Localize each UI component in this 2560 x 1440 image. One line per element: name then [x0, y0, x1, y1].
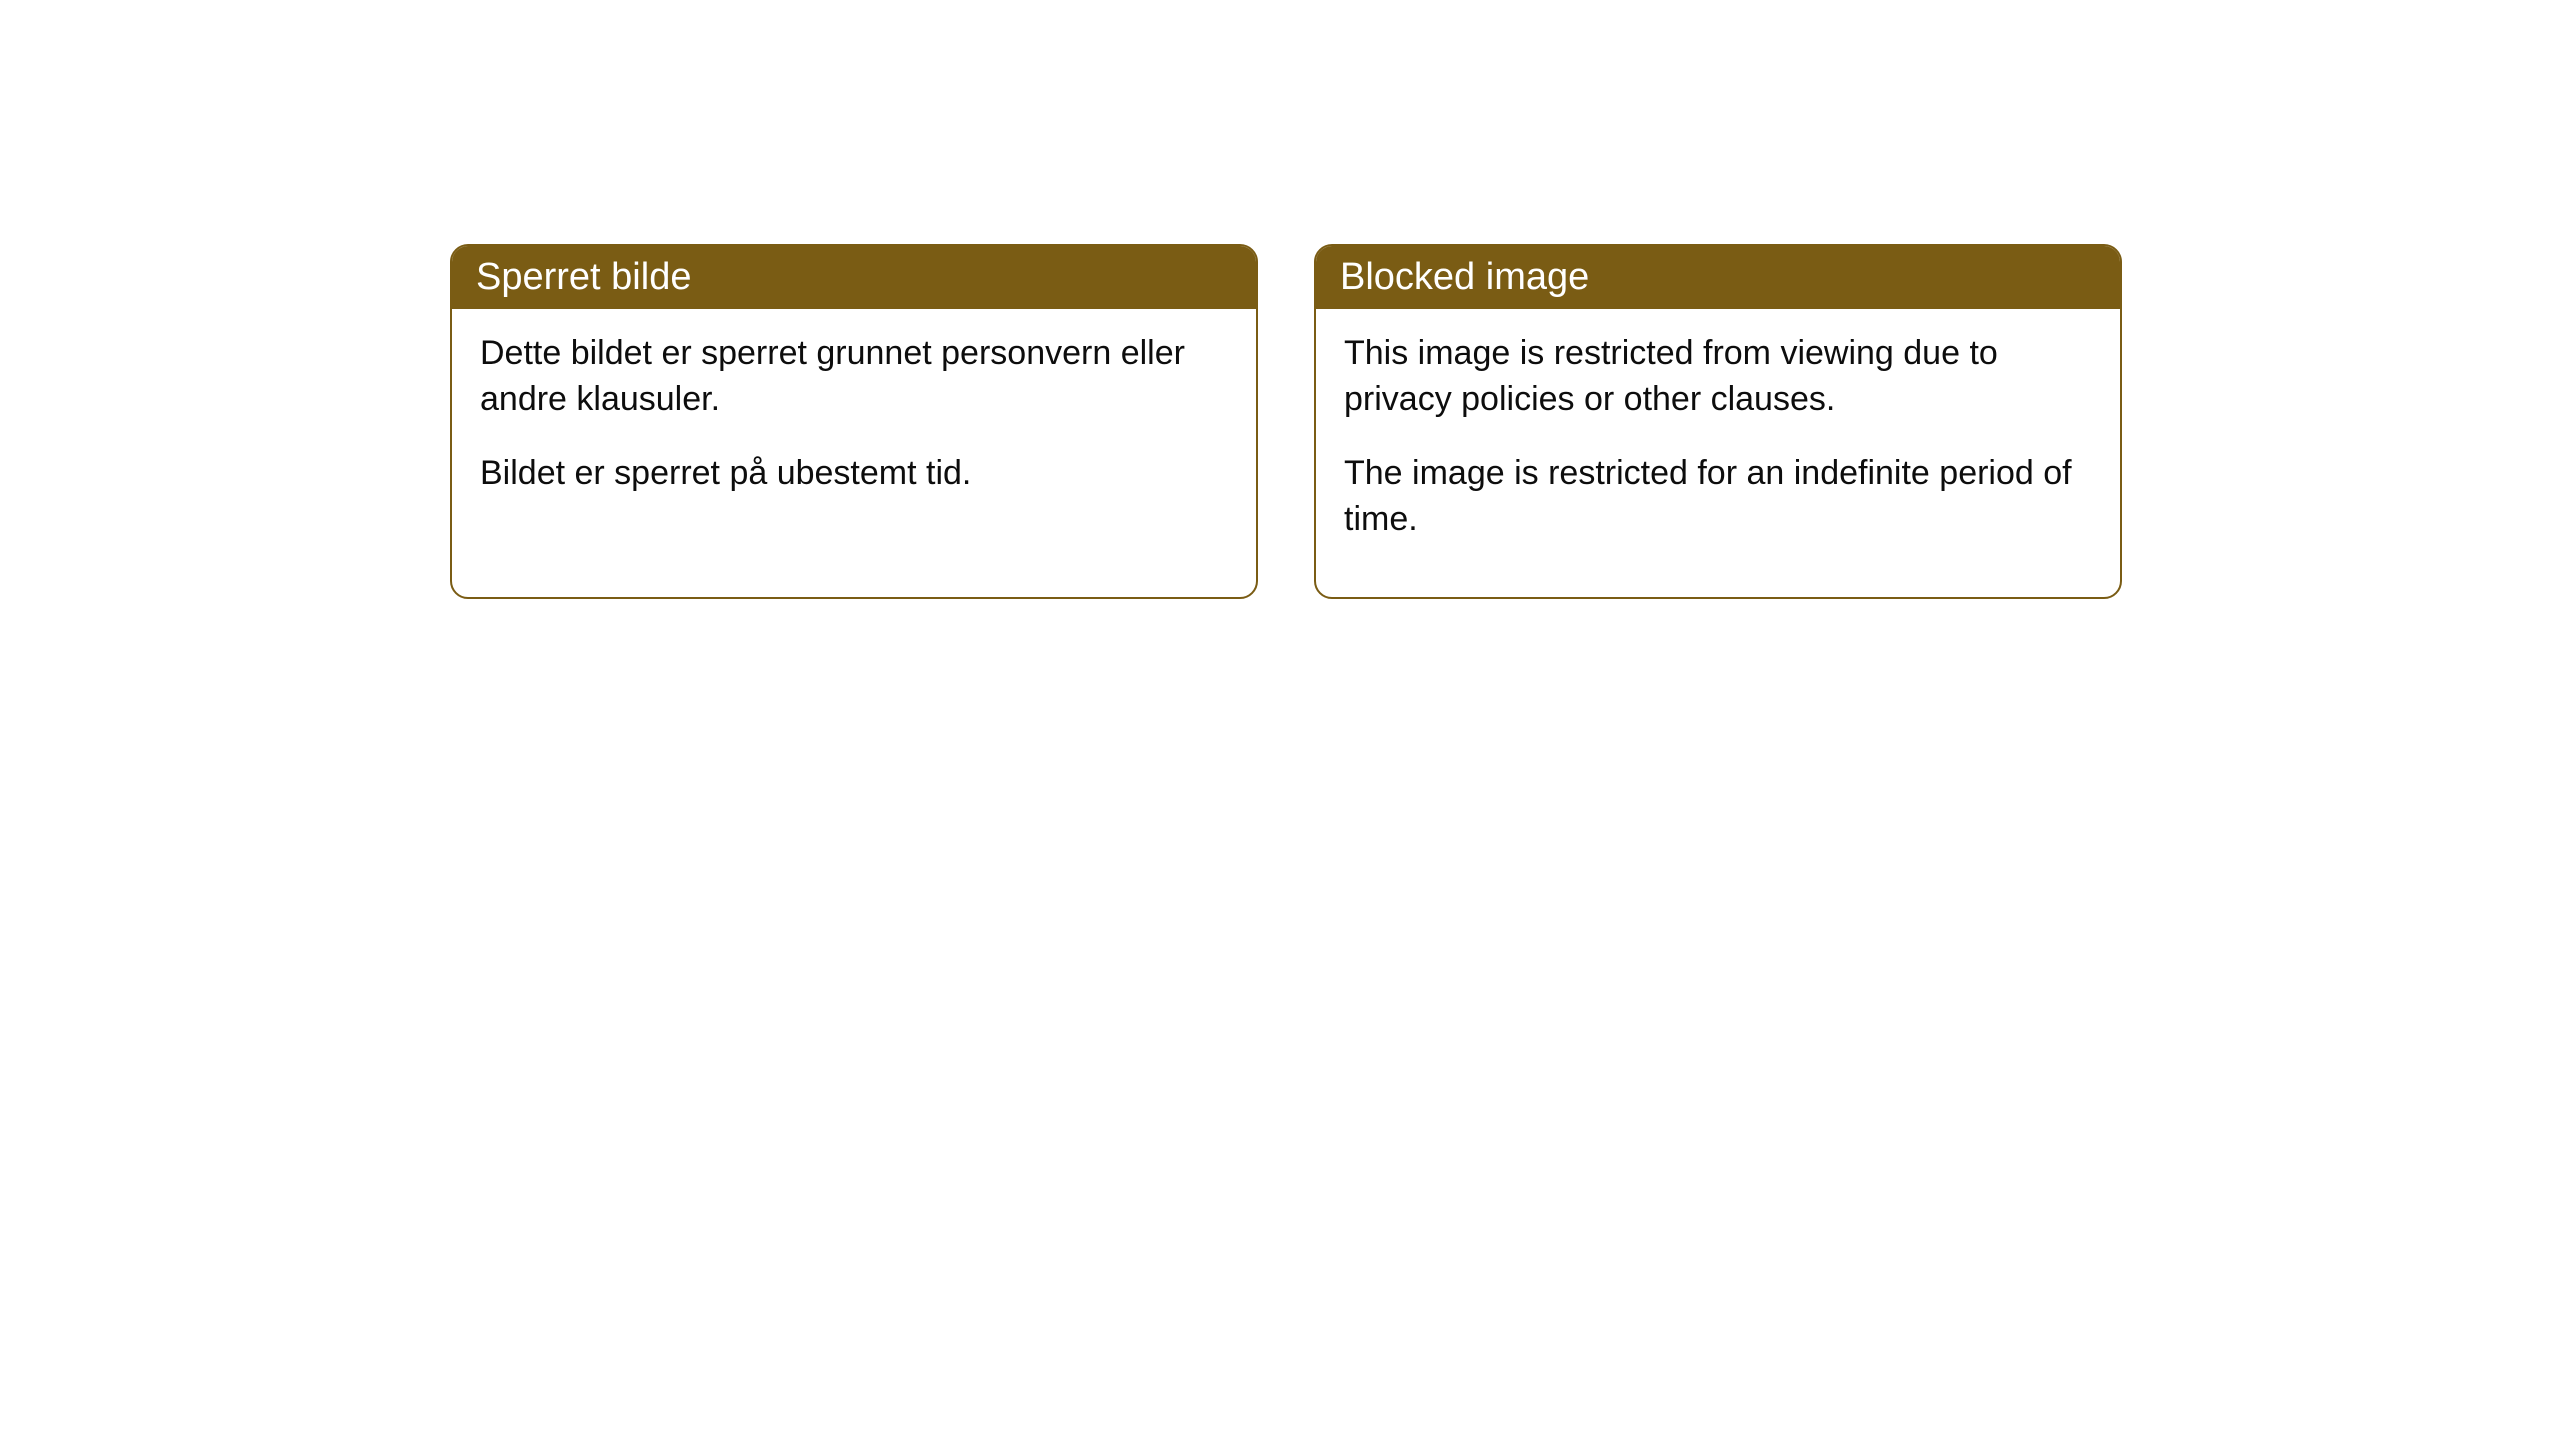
card-paragraph: Bildet er sperret på ubestemt tid.: [480, 451, 1228, 497]
card-title: Sperret bilde: [476, 256, 691, 298]
notice-cards-container: Sperret bilde Dette bildet er sperret gr…: [450, 244, 2122, 599]
card-header: Blocked image: [1316, 246, 2120, 309]
card-paragraph: Dette bildet er sperret grunnet personve…: [480, 331, 1228, 423]
card-paragraph: This image is restricted from viewing du…: [1344, 331, 2092, 423]
card-title: Blocked image: [1340, 256, 1589, 298]
card-body: This image is restricted from viewing du…: [1316, 309, 2120, 597]
card-paragraph: The image is restricted for an indefinit…: [1344, 451, 2092, 543]
card-body: Dette bildet er sperret grunnet personve…: [452, 309, 1256, 551]
card-header: Sperret bilde: [452, 246, 1256, 309]
notice-card-norwegian: Sperret bilde Dette bildet er sperret gr…: [450, 244, 1258, 599]
notice-card-english: Blocked image This image is restricted f…: [1314, 244, 2122, 599]
